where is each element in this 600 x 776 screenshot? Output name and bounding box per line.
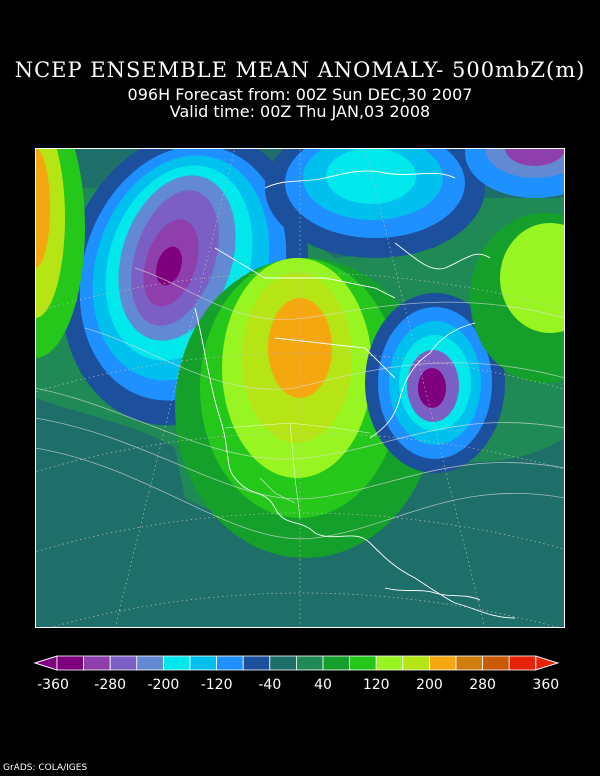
colorbar-boxes xyxy=(33,655,560,671)
east-trough-core xyxy=(418,368,446,408)
colorbar-arrow-left xyxy=(33,655,58,671)
colorbar-label: -360 xyxy=(37,677,69,693)
west-ridge-core xyxy=(35,148,50,268)
colorbar-label: 40 xyxy=(314,677,332,693)
colorbar-box xyxy=(189,655,218,671)
colorbar-label: 200 xyxy=(416,677,443,693)
colorbar-box xyxy=(349,655,377,671)
colorbar-box xyxy=(216,655,244,671)
colorbar-box xyxy=(162,655,191,671)
map-title: NCEP ENSEMBLE MEAN ANOMALY- 500mbZ(m) xyxy=(14,58,586,82)
colorbar-box xyxy=(482,655,510,671)
forecast-time: 096H Forecast from: 00Z Sun DEC,30 2007 xyxy=(127,85,473,104)
colorbar-box xyxy=(136,655,164,671)
colorbar-box xyxy=(83,655,111,671)
colorbar-label: 360 xyxy=(532,677,559,693)
credit-text: GrADS: COLA/IGES xyxy=(3,763,88,773)
colorbar-label: -280 xyxy=(94,677,126,693)
north-low-core xyxy=(326,148,416,204)
coastlines xyxy=(194,170,516,619)
colorbar-box xyxy=(428,655,457,671)
graticule xyxy=(35,148,565,628)
nw-trough-core xyxy=(156,246,182,286)
map-frame xyxy=(35,148,565,628)
colorbar-labels: -360 -280 -200 -120 -40 40 120 200 280 360 xyxy=(37,677,559,693)
colorbar-box xyxy=(455,655,484,671)
colorbar-box xyxy=(375,655,404,671)
colorbar-label: -120 xyxy=(201,677,233,693)
colorbar-box xyxy=(109,655,138,671)
valid-time: Valid time: 00Z Thu JAN,03 2008 xyxy=(169,102,431,121)
colorbar-label: -200 xyxy=(148,677,180,693)
colorbar-box xyxy=(269,655,297,671)
height-contours xyxy=(35,267,565,540)
ne-low-core xyxy=(505,148,565,166)
colorbar-label: 280 xyxy=(469,677,496,693)
political-borders xyxy=(224,422,371,519)
colorbar-label: -40 xyxy=(258,677,281,693)
colorbar: -360 -280 -200 -120 -40 40 120 200 280 360 xyxy=(33,655,560,693)
colorbar-box xyxy=(56,655,85,671)
colorbar-box xyxy=(402,655,430,671)
colorbar-arrow-right xyxy=(535,655,560,671)
colorbar-box xyxy=(508,655,537,671)
colorbar-label: 120 xyxy=(363,677,390,693)
colorbar-box xyxy=(242,655,271,671)
anomaly-map xyxy=(35,148,565,628)
colorbar-box xyxy=(295,655,324,671)
ne-ridge-ring2 xyxy=(500,223,565,333)
colorbar-box xyxy=(322,655,351,671)
